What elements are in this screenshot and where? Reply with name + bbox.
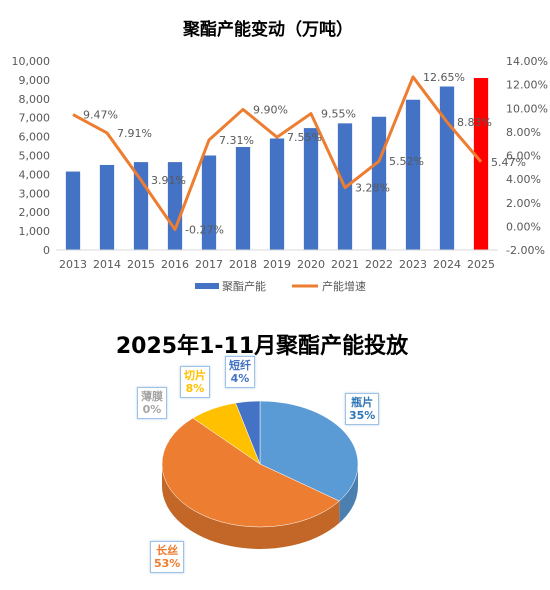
right-axis-tick: 10.00%	[506, 102, 548, 115]
pie-slice-percent: 4%	[230, 372, 250, 385]
pie-chart-title: 2025年1-11月聚酯产能投放	[116, 333, 409, 359]
x-axis-tick: 2016	[161, 258, 189, 271]
left-axis-tick: 0	[43, 244, 50, 257]
pie-slice-label: 短纤 4%	[225, 356, 255, 388]
growth-data-label: 3.91%	[151, 174, 186, 187]
x-axis-tick: 2019	[263, 258, 291, 271]
pie-slice-percent: 53%	[154, 557, 181, 570]
growth-data-label: 8.83%	[457, 116, 492, 129]
right-axis-tick: 0.00%	[506, 220, 541, 233]
growth-data-label: 5.52%	[389, 155, 424, 168]
right-axis-tick: 8.00%	[506, 126, 541, 139]
pie-sides	[162, 464, 358, 549]
left-axis-tick: 6,000	[19, 131, 51, 144]
pie-slice-label: 切片 8%	[180, 366, 210, 398]
pie-slice	[235, 400, 261, 465]
pie-slice-name: 薄膜	[141, 390, 163, 403]
x-axis-tick: 2013	[59, 258, 87, 271]
left-axis-tick: 5,000	[19, 150, 51, 163]
capacity-bar	[303, 128, 319, 250]
x-axis-tick: 2023	[399, 258, 427, 271]
x-axis-tick: 2015	[127, 258, 155, 271]
left-axis-tick: 9,000	[19, 74, 51, 87]
left-axis-tick: 4,000	[19, 168, 51, 181]
pie-slice-percent: 8%	[185, 382, 205, 395]
x-axis-tick: 2022	[365, 258, 393, 271]
growth-data-label: 9.55%	[321, 108, 356, 121]
x-axis-tick: 2014	[93, 258, 121, 271]
x-axis-tick: 2021	[331, 258, 359, 271]
right-axis-tick: 4.00%	[506, 173, 541, 186]
pie-slice-name: 长丝	[156, 544, 179, 557]
capacity-bars	[65, 78, 489, 251]
right-axis-tick: 2.00%	[506, 197, 541, 210]
right-axis-tick: 12.00%	[506, 79, 548, 92]
pie-slice-name: 瓶片	[351, 396, 374, 409]
left-axis: 0 1,000 2,000 3,000 4,000 5,000 6,000 7,000 8,00…	[12, 55, 51, 257]
pie-slice-label: 长丝 53%	[150, 541, 185, 573]
left-axis-tick: 1,000	[19, 225, 51, 238]
left-axis-tick: 10,000	[12, 55, 51, 68]
pie-slice-percent: 0%	[142, 403, 162, 416]
legend-bar-swatch	[195, 283, 219, 289]
legend-bar-label: 聚酯产能	[222, 279, 266, 293]
pie-slice	[259, 400, 359, 502]
capacity-bar	[201, 155, 217, 250]
right-axis-tick: -2.00%	[506, 244, 545, 257]
growth-data-label: -0.27%	[185, 224, 224, 237]
capacity-pie-chart: 2025年1-11月聚酯产能投放	[116, 333, 409, 549]
x-axis-tick: 2017	[195, 258, 223, 271]
growth-data-label: 9.90%	[253, 103, 288, 116]
x-axis-tick: 2025	[467, 258, 495, 271]
right-axis-tick: 14.00%	[506, 55, 548, 68]
pie-slice-name: 短纤	[229, 359, 251, 372]
x-axis-tick: 2018	[229, 258, 257, 271]
growth-data-label: 12.65%	[423, 71, 465, 84]
growth-line: 9.47% 7.91% 3.91% -0.27% 7.31% 9.90% 7.55% 9.55…	[72, 71, 526, 237]
left-axis-tick: 8,000	[19, 93, 51, 106]
legend: 聚酯产能 产能增速	[195, 279, 366, 293]
right-axis-tick: 6.00%	[506, 150, 541, 163]
capacity-bar	[99, 164, 115, 250]
capacity-bar	[269, 138, 285, 250]
left-axis-tick: 7,000	[19, 112, 51, 125]
capacity-bar	[439, 86, 455, 250]
growth-data-label: 3.28%	[355, 182, 390, 195]
growth-data-label: 7.31%	[219, 134, 254, 147]
pie-slice-label: 瓶片 35%	[345, 393, 380, 425]
x-axis-tick: 2020	[297, 258, 325, 271]
pie-side	[162, 464, 340, 549]
pie-side	[339, 464, 358, 524]
legend-line-label: 产能增速	[322, 279, 366, 293]
capacity-bar	[405, 99, 421, 251]
left-axis-tick: 3,000	[19, 187, 51, 200]
capacity-bar	[235, 146, 251, 250]
left-axis-tick: 2,000	[19, 206, 51, 219]
pie-top	[161, 400, 359, 528]
capacity-chart-title: 聚酯产能变动（万吨）	[182, 19, 353, 40]
pie-slice-percent: 35%	[349, 409, 376, 422]
pie-slice-label: 薄膜 0%	[137, 387, 167, 419]
capacity-chart: 聚酯产能变动（万吨） 0 1,000 2,000 3,000 4,000 5,000 6,0…	[12, 19, 548, 293]
growth-data-label: 9.47%	[83, 109, 118, 122]
pie-slice	[161, 417, 340, 528]
capacity-bar	[167, 162, 183, 250]
growth-data-label: 5.47%	[491, 156, 526, 169]
capacity-bar	[473, 78, 489, 250]
right-axis: -2.00% 0.00% 2.00% 4.00% 6.00% 8.00% 10.00% 12.…	[506, 55, 548, 257]
x-axis-tick: 2024	[433, 258, 461, 271]
capacity-bar	[65, 171, 81, 250]
x-axis: 2013 2014 2015 2016 2017 2018 2019 2020 2021 2022…	[56, 249, 498, 271]
pie-slice-name: 切片	[184, 369, 206, 382]
growth-line-path	[72, 75, 483, 232]
growth-data-label: 7.55%	[287, 131, 322, 144]
growth-data-label: 7.91%	[117, 127, 152, 140]
